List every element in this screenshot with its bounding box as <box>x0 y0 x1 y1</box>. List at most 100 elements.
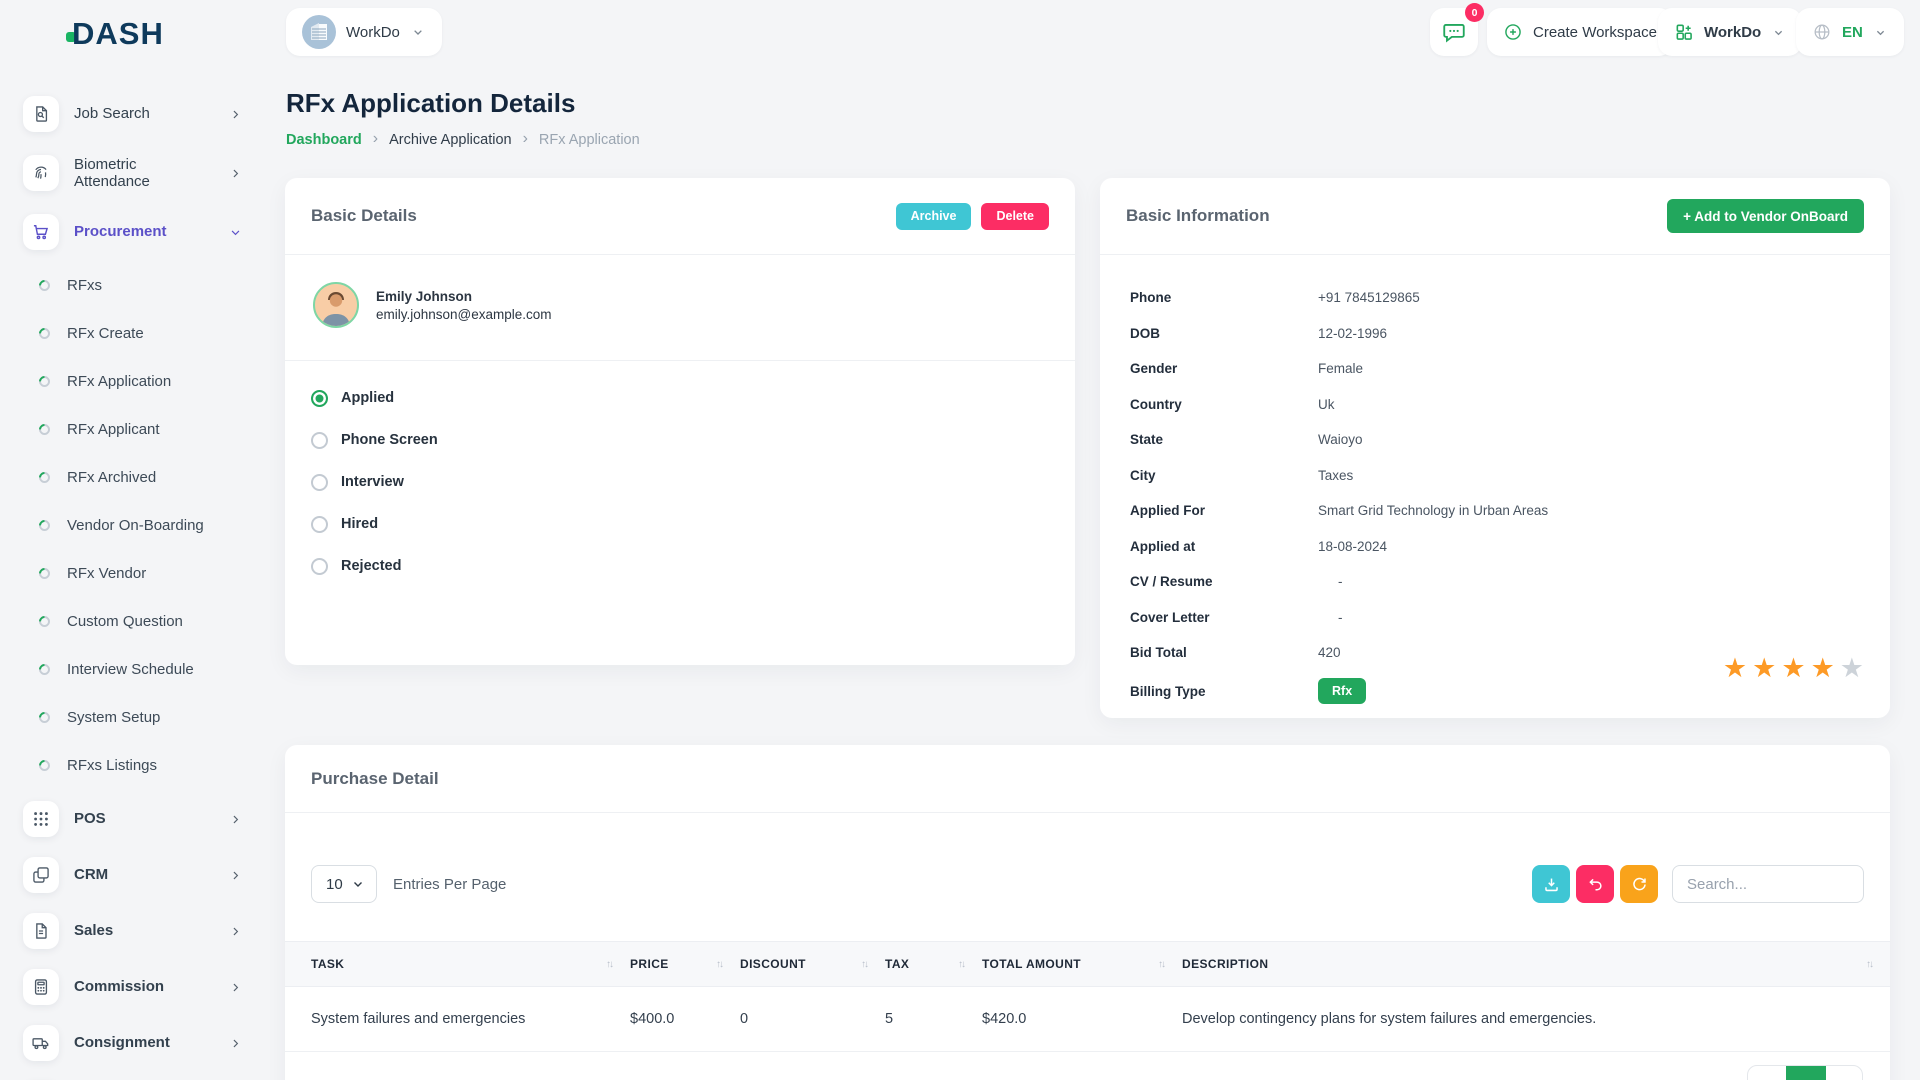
sort-icon: ↑↓ <box>861 958 869 970</box>
bullet-icon <box>36 277 53 293</box>
entries-per-page-label: Entries Per Page <box>393 875 507 893</box>
grid-dots-icon <box>23 801 59 837</box>
sidebar-subitem-rfx-vendor[interactable]: RFx Vendor <box>23 555 249 591</box>
sidebar-subitem-rfx-create[interactable]: RFx Create <box>23 315 249 351</box>
applicant-summary: Emily Johnson emily.johnson@example.com <box>313 282 1049 328</box>
sort-icon: ↑↓ <box>716 958 724 970</box>
sidebar-item-procurement[interactable]: Procurement <box>23 208 249 256</box>
chevron-down-icon <box>1775 30 1783 35</box>
archive-button[interactable]: Archive <box>895 202 972 230</box>
column-header-tax[interactable]: TAX ↑↓ <box>885 941 982 987</box>
create-workspace-button[interactable]: Create Workspace <box>1487 8 1673 56</box>
add-to-vendor-onboard-button[interactable]: + Add to Vendor OnBoard <box>1667 199 1864 233</box>
sidebar-subitem-rfx-applicant[interactable]: RFx Applicant <box>23 411 249 447</box>
applicant-email: emily.johnson@example.com <box>376 306 552 322</box>
column-header-total-amount[interactable]: TOTAL AMOUNT ↑↓ <box>982 941 1182 987</box>
column-header-price[interactable]: PRICE ↑↓ <box>630 941 740 987</box>
bullet-icon <box>36 709 53 725</box>
bullet-icon <box>36 421 53 437</box>
sidebar-subitem-custom-question[interactable]: Custom Question <box>23 603 249 639</box>
sidebar-subitem-interview-schedule[interactable]: Interview Schedule <box>23 651 249 687</box>
sidebar-item-commission[interactable]: Commission <box>23 963 249 1011</box>
status-radio-phone-screen[interactable]: Phone Screen <box>311 419 1049 461</box>
chevron-right-icon <box>233 871 239 879</box>
sidebar-subitem-rfxs-listings[interactable]: RFxs Listings <box>23 747 249 783</box>
column-header-discount[interactable]: DISCOUNT ↑↓ <box>740 941 885 987</box>
search-input[interactable] <box>1672 865 1864 903</box>
info-row-cover-letter: Cover Letter - <box>1130 609 1343 625</box>
status-radio-interview[interactable]: Interview <box>311 461 1049 503</box>
sidebar-item-crm[interactable]: CRM <box>23 851 249 899</box>
delete-button[interactable]: Delete <box>981 202 1049 230</box>
messages-button[interactable]: 0 <box>1430 3 1484 56</box>
sort-icon: ↑↓ <box>1158 958 1166 970</box>
cell-price: $400.0 <box>630 986 740 1052</box>
undo-button[interactable] <box>1576 865 1614 903</box>
sidebar-subitem-rfx-archived[interactable]: RFx Archived <box>23 459 249 495</box>
sidebar-subitem-system-setup[interactable]: System Setup <box>23 699 249 735</box>
info-row-applied-at: Applied at 18-08-2024 <box>1130 538 1388 554</box>
sidebar: Job Search Biometric Attendance Procurem… <box>0 80 258 1080</box>
chevron-down-icon <box>353 882 362 888</box>
plus-circle-icon <box>1505 24 1521 40</box>
sidebar-subitem-rfxs[interactable]: RFxs <box>23 267 249 303</box>
purchase-detail-title: Purchase Detail <box>311 768 439 788</box>
workspace-selector[interactable]: WorkDo <box>286 8 442 56</box>
sidebar-item-consignment[interactable]: Consignment <box>23 1019 249 1067</box>
radio-icon <box>311 515 328 533</box>
sidebar-subitem-vendor-on-boarding[interactable]: Vendor On-Boarding <box>23 507 249 543</box>
cell-tax: 5 <box>885 986 982 1052</box>
chevron-right-icon <box>233 983 239 991</box>
bullet-icon <box>36 757 53 773</box>
language-selector[interactable]: EN <box>1796 8 1904 56</box>
app-switcher-label: WorkDo <box>1704 23 1762 41</box>
bullet-icon <box>36 469 53 485</box>
create-workspace-label: Create Workspace <box>1533 23 1657 41</box>
star-filled-icon: ★ <box>1752 653 1777 683</box>
chevron-right-icon <box>233 110 239 118</box>
rating-stars: ★ ★ ★ ★ ★ <box>1723 655 1864 682</box>
sidebar-subitem-rfx-application[interactable]: RFx Application <box>23 363 249 399</box>
chevron-down-icon <box>231 230 240 235</box>
bullet-icon <box>36 517 53 533</box>
breadcrumb-archive-application[interactable]: Archive Application <box>389 132 512 148</box>
language-label: EN <box>1842 23 1863 41</box>
sidebar-item-sales[interactable]: Sales <box>23 907 249 955</box>
chevron-right-icon <box>233 1039 239 1047</box>
basic-details-title: Basic Details <box>311 206 417 225</box>
chevron-right-icon <box>233 169 239 177</box>
chevron-right-icon <box>233 815 239 823</box>
status-radio-rejected[interactable]: Rejected <box>311 545 1049 587</box>
export-download-button[interactable] <box>1532 865 1570 903</box>
cell-discount: 0 <box>740 986 885 1052</box>
workspace-avatar <box>302 15 336 49</box>
pagination <box>1747 1065 1863 1080</box>
pagination-current-page[interactable] <box>1786 1066 1826 1080</box>
chevron-down-icon <box>1876 30 1884 35</box>
status-radio-hired[interactable]: Hired <box>311 503 1049 545</box>
cell-total-amount: $420.0 <box>982 986 1182 1052</box>
app-logo[interactable]: DASH <box>66 16 164 52</box>
purchase-detail-card: Purchase Detail 10 Entries Per Page <box>285 745 1890 1080</box>
breadcrumb-dashboard[interactable]: Dashboard <box>286 132 362 148</box>
app-switcher-button[interactable]: WorkDo <box>1658 8 1803 56</box>
entries-per-page-select[interactable]: 10 <box>311 865 377 903</box>
copy-icon <box>23 857 59 893</box>
column-header-description[interactable]: DESCRIPTION ↑↓ <box>1182 941 1890 987</box>
info-row-city: City Taxes <box>1130 467 1354 483</box>
status-radio-applied[interactable]: Applied <box>311 377 1049 419</box>
sidebar-item-pos[interactable]: POS <box>23 795 249 843</box>
sidebar-item-biometric-attendance[interactable]: Biometric Attendance <box>23 149 249 197</box>
truck-icon <box>23 1025 59 1061</box>
logo-text: DASH <box>72 16 164 51</box>
refresh-button[interactable] <box>1620 865 1658 903</box>
info-row-cv-resume: CV / Resume - <box>1130 574 1343 589</box>
sidebar-item-job-search[interactable]: Job Search <box>23 90 249 138</box>
chevron-right-icon <box>233 927 239 935</box>
info-row-applied-for: Applied For Smart Grid Technology in Urb… <box>1130 503 1549 518</box>
info-row-phone: Phone +91 7845129865 <box>1130 290 1420 305</box>
breadcrumb-separator-icon: › <box>522 130 528 147</box>
column-header-task[interactable]: TASK ↑↓ <box>285 941 630 987</box>
sidebar-item-partial[interactable] <box>23 1075 249 1080</box>
star-empty-icon: ★ <box>1839 653 1864 683</box>
